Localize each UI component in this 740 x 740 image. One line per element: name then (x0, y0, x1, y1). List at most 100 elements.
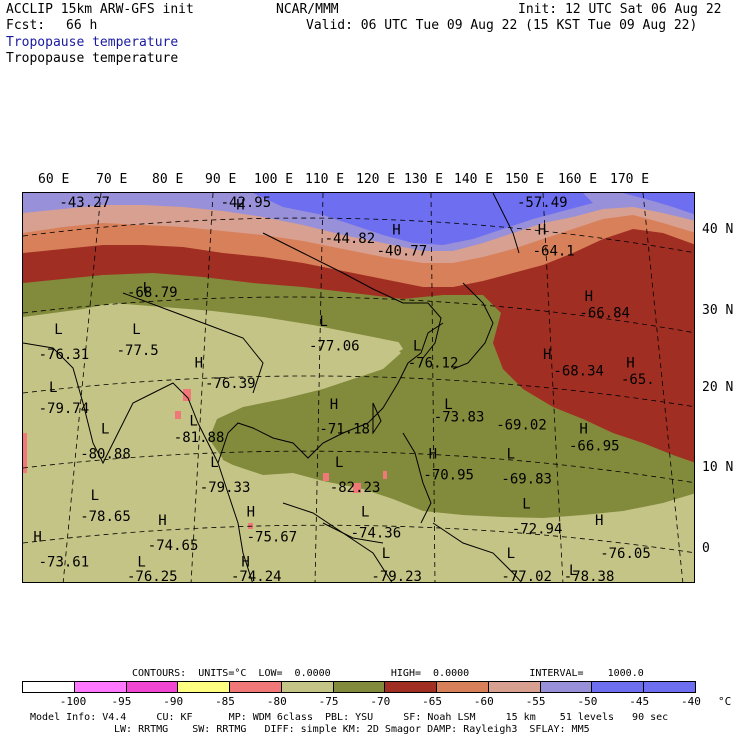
colorbar-segment (280, 681, 334, 693)
point-value-label: -44.82 (325, 231, 376, 247)
high-marker: H (158, 513, 166, 529)
point-value-label: -64.1 (533, 243, 575, 259)
colorbar-label: -60 (473, 695, 494, 708)
model-info-line-2: LW: RRTMG SW: RRTMG DIFF: simple KM: 2D … (114, 724, 590, 735)
longitude-label: 140 E (454, 172, 494, 187)
point-value-label: -79.23 (371, 569, 422, 583)
point-value-label: -73.61 (39, 555, 90, 571)
colorbar-segment (384, 681, 438, 693)
low-marker: L (569, 563, 577, 579)
colorbar-label: -85 (215, 695, 235, 708)
band-minus75-minus70-north (23, 279, 493, 375)
colorbar-segment (229, 681, 282, 693)
longitude-label: 170 E (610, 172, 650, 187)
low-marker: L (137, 555, 145, 571)
point-value-label: -75.67 (247, 530, 298, 546)
longitude-label: 90 E (205, 172, 237, 187)
point-value-label: -79.74 (39, 401, 90, 417)
longitude-label: 100 E (254, 172, 294, 187)
latitude-label: 20 N (702, 380, 734, 395)
point-value-label: -77.5 (117, 343, 159, 359)
high-marker: H (579, 422, 587, 438)
latitude-label: 30 N (702, 303, 734, 318)
forecast-label: Fcst: (6, 18, 46, 33)
point-value-label: -69.02 (496, 418, 547, 434)
low-marker: L (91, 488, 99, 504)
low-marker: L (189, 413, 197, 429)
longitude-label: 110 E (305, 172, 345, 187)
colorbar-label: -100 (59, 695, 87, 708)
model-info-line-1: Model Info: V4.4 CU: KF MP: WDM 6class P… (30, 712, 669, 723)
colorbar-segment (22, 681, 75, 693)
longitude-label: 130 E (404, 172, 444, 187)
low-marker: L (319, 314, 327, 330)
point-value-label: -42.95 (221, 195, 272, 211)
colorbar-segment (436, 681, 489, 693)
contours-info: CONTOURS: UNITS=°C LOW= 0.0000 HIGH= 0.0… (132, 668, 644, 679)
low-marker: L (101, 422, 109, 438)
colorbar-segment (332, 681, 386, 693)
colorbar-label: -55 (525, 695, 546, 708)
longitude-label: 120 E (356, 172, 396, 187)
colorbar-label: -75 (318, 695, 339, 708)
colorbar-label: -65 (422, 695, 443, 708)
point-value-label: -66.95 (569, 438, 620, 454)
longitude-label: 80 E (152, 172, 184, 187)
graticule (23, 193, 694, 582)
colorbar-label: -90 (163, 695, 184, 708)
colorbar-label: -45 (629, 695, 650, 708)
high-marker: H (538, 223, 546, 239)
point-value-label: -65. (621, 372, 655, 388)
coastlines (23, 193, 522, 582)
longitude-label: 60 E (38, 172, 70, 187)
colorbar-label: -80 (266, 695, 287, 708)
point-value-label: -73.83 (434, 409, 485, 425)
colorbar-segment (539, 681, 593, 693)
high-marker: H (247, 505, 255, 521)
point-value-label: -82.23 (330, 480, 381, 496)
low-marker: L (444, 397, 452, 413)
high-marker: H (543, 347, 551, 363)
init-time: Init: 12 UTC Sat 06 Aug 22 (518, 2, 722, 17)
point-value-label: -78.65 (80, 509, 131, 525)
high-marker: H (585, 289, 593, 305)
point-value-label: -72.94 (512, 521, 563, 537)
latitude-label: 40 N (702, 222, 734, 237)
colorbar-segment (591, 681, 645, 693)
low-marker: L (335, 455, 343, 471)
point-values: -43.27 -42.95 -57.49 -44.82-40.77 -64.1 -68.7… (39, 195, 655, 583)
point-value-label: -68.34 (553, 364, 604, 380)
high-marker: H (236, 198, 244, 214)
point-value-label: -78.38 (564, 569, 615, 583)
longitude-label: 70 E (96, 172, 128, 187)
point-value-label: -80.88 (80, 447, 131, 463)
colorbar-label: -95 (111, 695, 132, 708)
high-marker: H (330, 397, 338, 413)
low-marker: L (54, 322, 62, 338)
field-title-secondary: Tropopause temperature (6, 51, 179, 66)
colorbar-segment (73, 681, 127, 693)
low-marker: L (361, 505, 369, 521)
colorbar-label: °C (718, 695, 732, 708)
model-title: ACCLIP 15km ARW-GFS init (6, 2, 194, 17)
point-value-label: -77.06 (309, 339, 360, 355)
colorbar-segment (487, 681, 541, 693)
point-value-label: -57.49 (517, 195, 568, 211)
point-value-label: -66.84 (579, 306, 630, 322)
high-marker: H (195, 355, 203, 371)
point-value-label: -71.18 (319, 422, 370, 438)
valid-time: Valid: 06 UTC Tue 09 Aug 22 (15 KST Tue … (306, 18, 698, 33)
high-marker: H (595, 513, 603, 529)
high-marker: H (429, 447, 437, 463)
point-value-label: -76.31 (39, 347, 90, 363)
low-marker: L (413, 339, 421, 355)
low-marker: L (143, 281, 151, 297)
band-minus50-minus45 (253, 193, 593, 245)
latitude-label: 10 N (702, 460, 734, 475)
point-value-label: -81.88 (174, 430, 225, 446)
latitude-label: 0 (702, 541, 710, 556)
low-marker: L (132, 322, 140, 338)
point-value-label: -77.02 (501, 569, 552, 583)
low-marker: L (522, 496, 530, 512)
colorbar-segment (125, 681, 179, 693)
